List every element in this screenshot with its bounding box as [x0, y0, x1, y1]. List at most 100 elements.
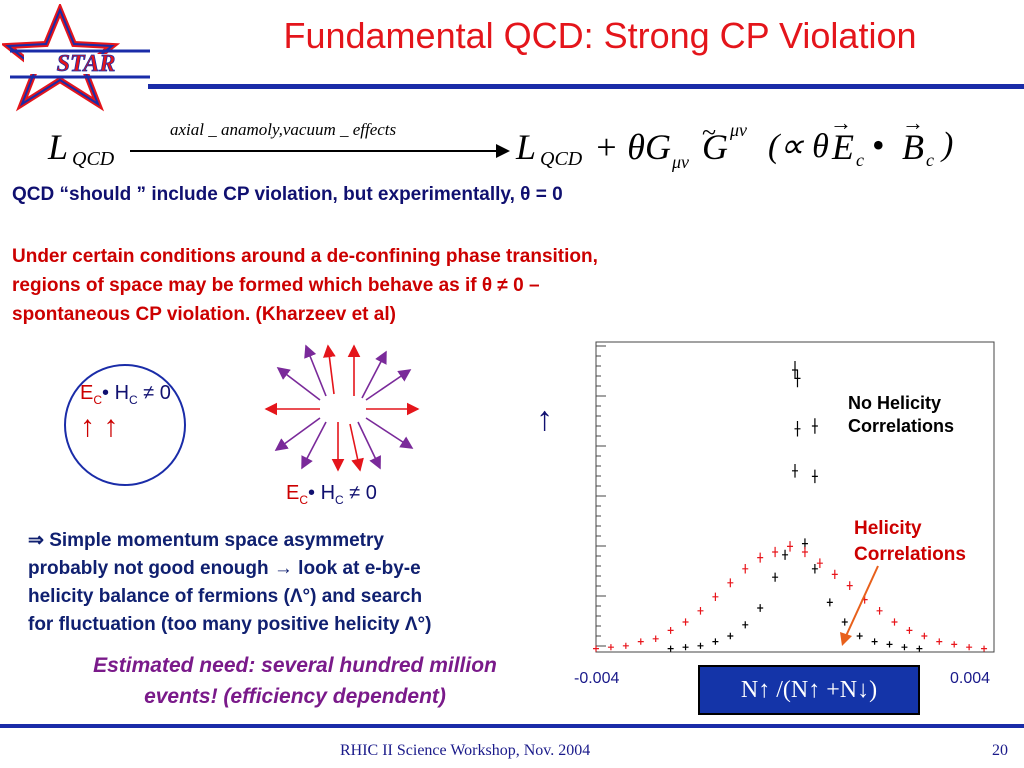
- legend-helicity: Helicity Correlations: [854, 516, 1014, 568]
- helicity-circle: [64, 364, 186, 486]
- eq-arrow-head: [496, 144, 510, 158]
- helicity-point: [622, 642, 629, 649]
- starburst-label: EC• HC ≠ 0: [286, 482, 377, 507]
- helicity-point: [607, 644, 614, 651]
- legend-pointer-arrow: [840, 565, 879, 646]
- helicity-point: [652, 635, 659, 643]
- footer-left: RHIC II Science Workshop, Nov. 2004: [340, 742, 591, 759]
- eq-dot: •: [872, 125, 885, 165]
- no-helicity-point: [727, 632, 734, 640]
- x-axis-label: N↑ /(N↑ +N↓): [698, 665, 920, 715]
- bullet-line-4: for fluctuation (too many positive helic…: [28, 614, 432, 635]
- eq-arrow-line: [130, 150, 502, 152]
- estimate-text: Estimated need: several hundred million …: [10, 650, 580, 712]
- eq-g-sup: μν: [730, 120, 748, 140]
- star-label-e-sub: C: [299, 493, 309, 507]
- equation: L QCD axial _ anamoly,vacuum _ effects L…: [0, 100, 1024, 180]
- helicity-point: [757, 552, 764, 563]
- eq-prop: (∝ θ: [768, 128, 829, 165]
- no-helicity-point: [916, 645, 923, 652]
- eq-arrow-label: axial _ anamoly,vacuum _ effects: [170, 120, 397, 139]
- bullet-line-1: ⇒ Simple momentum space asymmetry: [28, 530, 384, 551]
- estimate-line-1: Estimated need: several hundred million: [93, 654, 497, 677]
- estimate-line-2: events! (efficiency dependent): [144, 685, 446, 708]
- bullet-line-2: probably not good enough → look at e-by-…: [28, 558, 421, 579]
- no-helicity-point: [901, 644, 908, 651]
- eq-B-sub: c: [926, 150, 934, 170]
- helicity-point: [712, 592, 719, 601]
- circle-label-e-sub: C: [93, 393, 103, 407]
- no-helicity-point: [667, 645, 674, 652]
- helicity-point: [936, 638, 943, 645]
- no-helicity-point: [682, 644, 689, 651]
- helicity-point: [637, 638, 644, 645]
- no-helicity-point: [826, 598, 833, 607]
- no-helicity-point: [811, 469, 818, 484]
- eq-g-sub: μν: [672, 152, 690, 172]
- paragraph-line-1: Under certain conditions around a de-con…: [12, 246, 598, 267]
- no-helicity-point: [757, 604, 764, 612]
- eq-rhs-L: L: [516, 127, 537, 167]
- circle-arrows: ↑ ↑: [80, 410, 119, 443]
- star-logo: STAR: [2, 4, 150, 112]
- helicity-point: [593, 645, 599, 652]
- star-label-e: E: [286, 482, 300, 504]
- eq-E: E: [832, 127, 854, 167]
- eq-g-tilde: G: [702, 127, 728, 167]
- up-arrow: ↑: [536, 400, 553, 438]
- eq-lhs-sub: QCD: [72, 148, 115, 170]
- helicity-point: [682, 618, 689, 626]
- helicity-point: [831, 569, 838, 580]
- helicity-point: [667, 626, 674, 634]
- bullet-line-3: helicity balance of fermions (Λ°) and se…: [28, 586, 423, 607]
- page-title: Fundamental QCD: Strong CP Violation: [283, 15, 917, 56]
- qcd-statement: QCD “should ” include CP violation, but …: [12, 184, 563, 205]
- circle-label-rel: ≠ 0: [137, 382, 171, 404]
- helicity-point: [981, 645, 988, 652]
- plot-frame: [595, 341, 995, 653]
- no-helicity-point: [811, 418, 818, 434]
- series-no-helicity: [667, 361, 923, 652]
- helicity-point: [787, 541, 794, 552]
- no-helicity-point: [782, 549, 789, 560]
- no-helicity-point: [742, 621, 749, 629]
- helicity-point: [816, 558, 823, 569]
- no-helicity-point: [794, 369, 801, 388]
- eq-lhs-L: L: [48, 127, 69, 167]
- no-helicity-point: [886, 641, 893, 648]
- logo-text: STAR: [57, 51, 116, 77]
- phase-transition-paragraph: Under certain conditions around a de-con…: [12, 242, 598, 329]
- no-helicity-point: [792, 463, 798, 478]
- eq-vec-arrow-b: →: [902, 110, 924, 135]
- no-helicity-point: [712, 638, 719, 645]
- no-helicity-point: [772, 572, 779, 582]
- star-label-h: • H: [308, 482, 336, 504]
- star-label-rel: ≠ 0: [343, 482, 377, 504]
- x-tick-max: 0.004: [950, 670, 991, 687]
- circle-label-e: E: [80, 382, 94, 404]
- legend-helicity-text: Helicity Correlations: [854, 518, 966, 565]
- no-helicity-point: [811, 564, 818, 574]
- no-helicity-point: [841, 618, 848, 626]
- helicity-point: [742, 564, 749, 574]
- field-starburst-diagram: [264, 344, 420, 472]
- eq-close: ): [942, 126, 954, 163]
- helicity-point: [906, 626, 913, 634]
- eq-E-sub: c: [856, 150, 864, 170]
- no-helicity-point: [697, 642, 704, 649]
- helicity-point: [772, 546, 779, 558]
- helicity-point: [891, 618, 898, 626]
- y-axis-ticks: [596, 345, 606, 647]
- star-label-h-sub: C: [335, 493, 344, 507]
- paragraph-line-3: spontaneous CP violation. (Kharzeev et a…: [12, 304, 396, 325]
- title-rule: [148, 84, 1024, 89]
- eq-rhs-terms: + θG: [594, 127, 671, 167]
- circle-label: EC• HC ≠ 0: [80, 382, 171, 407]
- helicity-point: [921, 632, 928, 640]
- bullet-text: ⇒ Simple momentum space asymmetry probab…: [28, 527, 431, 639]
- circle-label-h-sub: C: [129, 393, 138, 407]
- paragraph-line-2: regions of space may be formed which beh…: [12, 275, 540, 296]
- eq-vec-arrow-e: →: [830, 110, 852, 135]
- legend-no-helicity-text: No Helicity Correlations: [848, 393, 955, 436]
- helicity-point: [727, 578, 734, 588]
